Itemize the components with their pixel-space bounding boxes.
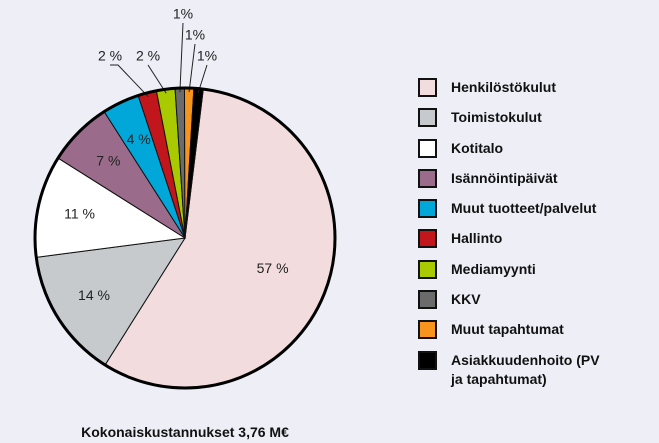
value-label: 11 % xyxy=(64,206,95,222)
pie-outline xyxy=(33,86,337,390)
legend-label: Muut tuotteet/palvelut xyxy=(451,200,597,217)
legend-item: Henkilöstökulut xyxy=(418,78,654,97)
legend-item: Isännöintipäivät xyxy=(418,168,654,188)
legend-label: Asiakkuudenhoito (PV ja tapahtumat) xyxy=(451,351,600,387)
legend-swatch xyxy=(418,350,437,370)
legend-item: KKV xyxy=(418,290,654,310)
legend-item: Toimistokulut xyxy=(418,108,654,128)
legend-swatch xyxy=(418,168,437,188)
value-label: 1% xyxy=(197,48,217,64)
legend-swatch xyxy=(418,290,437,310)
legend-swatch xyxy=(418,138,437,158)
leader-line xyxy=(179,22,184,93)
legend-item: Kotitalo xyxy=(418,138,654,158)
value-label: 2 % xyxy=(98,48,122,64)
legend: Henkilöstökulut Toimistokulut Kotitalo Isän… xyxy=(418,78,654,400)
legend-swatch xyxy=(418,229,437,249)
legend-swatch xyxy=(418,78,437,97)
legend-label: Mediamyynti xyxy=(451,260,536,277)
legend-label: Toimistokulut xyxy=(451,109,542,126)
legend-swatch xyxy=(418,108,437,128)
value-label: 1% xyxy=(185,27,205,43)
note: Kokonaiskustannukset 3,76 M€ xyxy=(81,424,289,440)
value-label: 7 % xyxy=(96,153,120,169)
legend-item: Muut tuotteet/palvelut xyxy=(418,199,654,219)
legend-label: Isännöintipäivät xyxy=(451,169,558,186)
value-label: 57 % xyxy=(257,260,289,276)
legend-item: Asiakkuudenhoito (PV ja tapahtumat) xyxy=(418,350,654,389)
legend-swatch xyxy=(418,259,437,279)
value-label: 2 % xyxy=(136,48,160,64)
legend-swatch xyxy=(418,199,437,219)
legend-item: Hallinto xyxy=(418,229,654,249)
value-label: 4 % xyxy=(127,131,151,147)
legend-label: KKV xyxy=(451,291,481,308)
legend-label: Hallinto xyxy=(451,230,503,247)
legend-swatch xyxy=(418,320,437,340)
legend-item: Muut tapahtumat xyxy=(418,320,654,340)
legend-label: Kotitalo xyxy=(451,139,504,156)
legend-item: Mediamyynti xyxy=(418,259,654,279)
value-label: 14 % xyxy=(78,287,110,303)
leader-line xyxy=(188,43,196,93)
value-label: 1% xyxy=(173,6,193,22)
legend-label: Muut tapahtumat xyxy=(451,321,564,338)
legend-label: Henkilöstökulut xyxy=(451,79,557,95)
leader-line xyxy=(110,64,149,98)
